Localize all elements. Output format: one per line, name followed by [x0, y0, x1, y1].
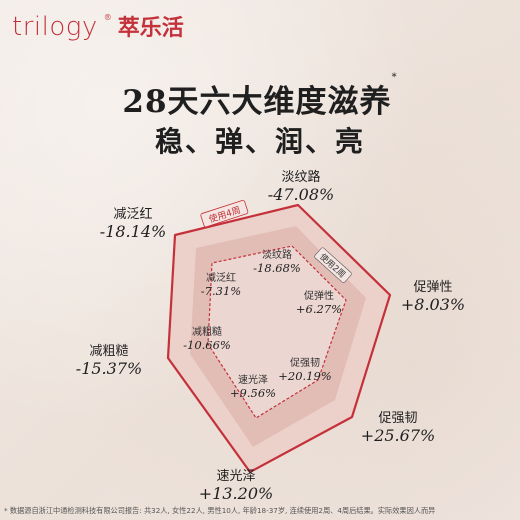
- metric-roughness: 减粗糙 -15.37%: [75, 344, 143, 378]
- metric-redness: 减泛红 -18.14%: [99, 207, 167, 241]
- metric-wrinkle: 淡纹路 -47.08%: [267, 170, 335, 204]
- metric-resilience: 促强韧 +25.67%: [360, 411, 436, 445]
- inner-metric-resilience: 促强韧 +20.19%: [278, 358, 332, 383]
- inner-metric-roughness: 减粗糙 -10.66%: [183, 327, 231, 352]
- subheadline: 稳、弹、润、亮: [154, 125, 365, 158]
- brand-name-cn: 萃乐活: [117, 16, 184, 41]
- inner-hexagon: [207, 245, 347, 419]
- headline-text: 28天六大维度滋养: [122, 84, 392, 120]
- brand-name-en: trilogy: [12, 12, 98, 42]
- metric-elasticity: 促弹性 +8.03%: [400, 280, 466, 314]
- inner-metric-elasticity: 促弹性 +6.27%: [295, 291, 343, 316]
- metric-radiance: 速光泽 +13.20%: [198, 469, 274, 503]
- registered-mark: ®: [103, 13, 112, 22]
- inner-metric-redness: 减泛红 -7.31%: [200, 273, 242, 298]
- inner-metric-radiance: 速光泽 +9.56%: [229, 375, 277, 400]
- footnote: * 数据源自浙江中通检测科技有限公司报告: 共32人, 女性22人, 男性10人…: [4, 506, 436, 515]
- inner-metric-wrinkle: 淡纹路 -18.68%: [253, 250, 301, 275]
- headline: 28天六大维度滋养*: [0, 72, 520, 121]
- brand-logo: trilogy ® 萃乐活: [12, 6, 184, 40]
- headline-marker: *: [391, 72, 398, 83]
